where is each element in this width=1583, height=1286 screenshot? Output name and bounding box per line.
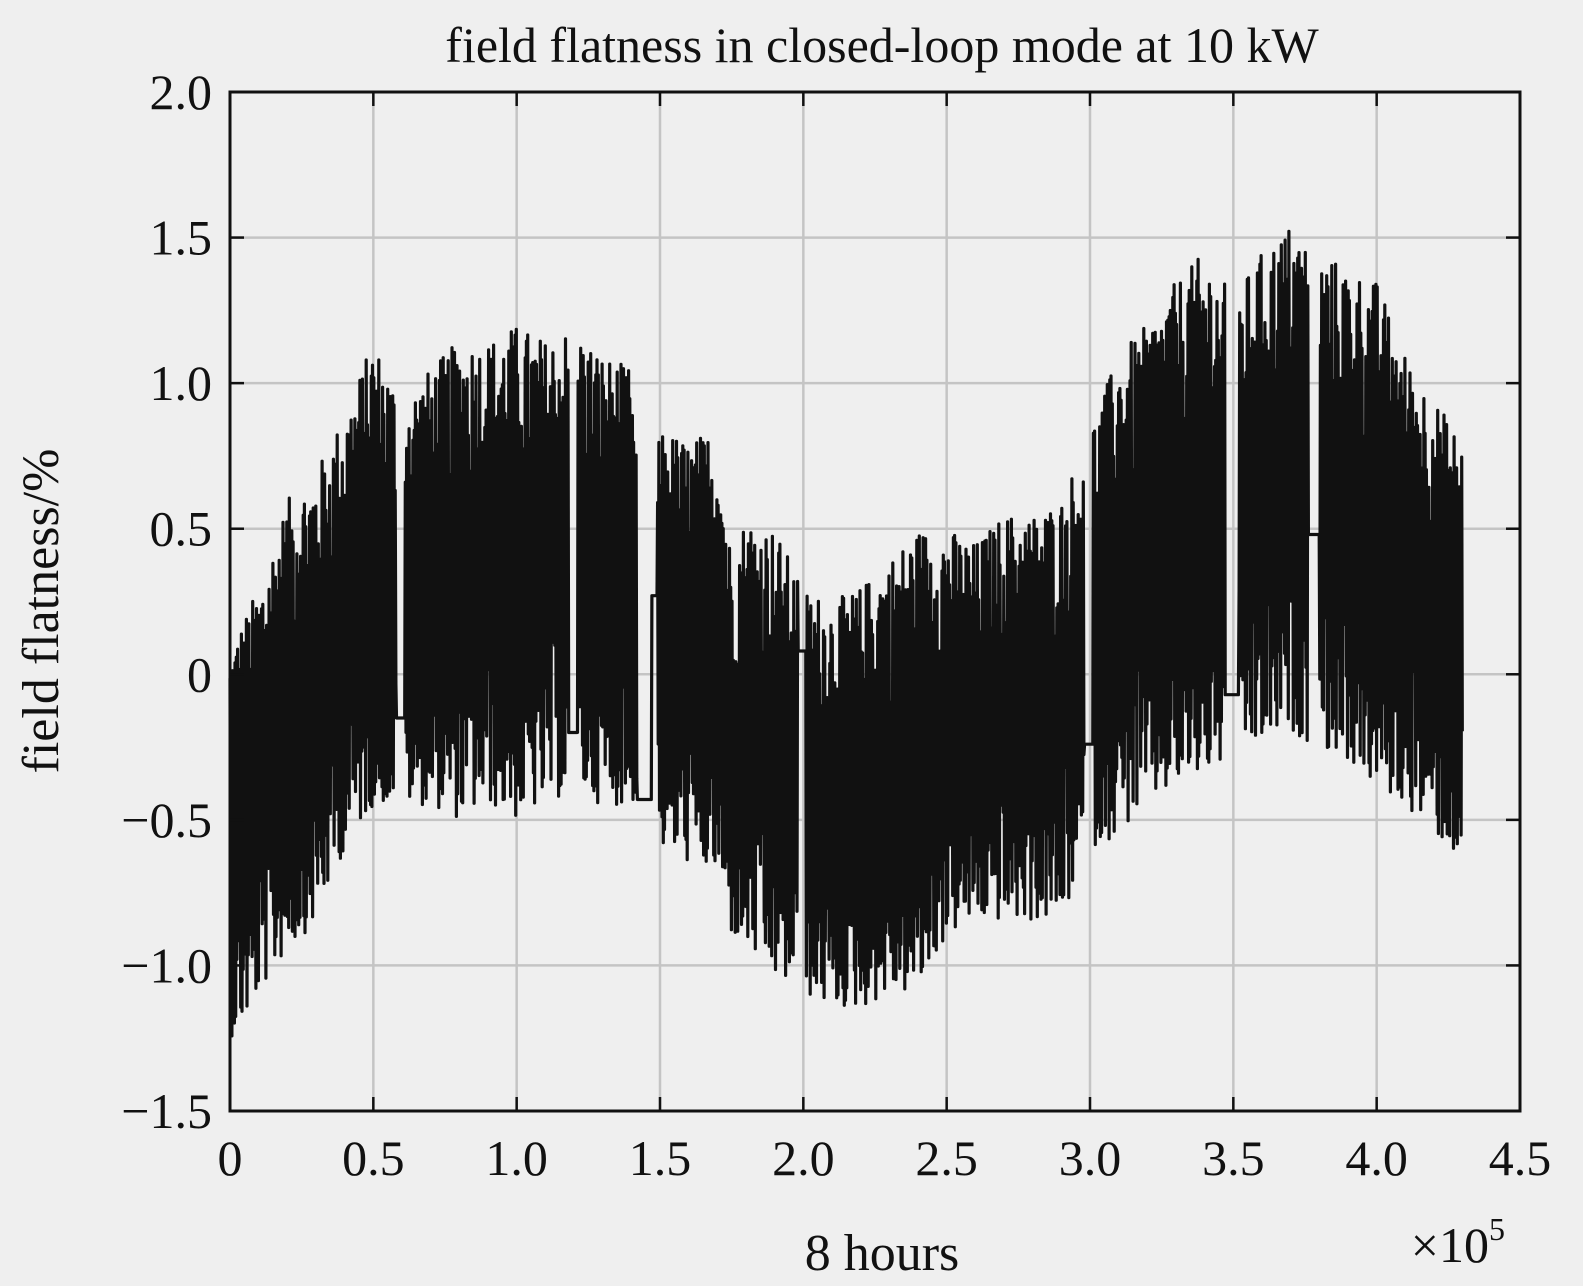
y-tick-label: −1.5	[121, 1083, 212, 1139]
axis-ticks	[228, 90, 1522, 1113]
plot-area-frame	[228, 90, 1522, 1113]
y-tick-label: 2.0	[150, 64, 213, 120]
y-tick-label: 0	[187, 646, 212, 702]
data-series	[228, 229, 1464, 1038]
x-axis-exponent-power: 5	[1489, 1211, 1505, 1247]
x-tick-label: 1.5	[629, 1130, 692, 1186]
y-tick-label: 0.5	[150, 501, 213, 557]
y-tick-label: 1.5	[150, 210, 213, 266]
x-tick-label: 1.0	[485, 1130, 548, 1186]
y-tick-label: 1.0	[150, 355, 213, 411]
y-axis-title: field flatness/%	[13, 449, 70, 774]
x-axis-exponent: ×105	[1411, 1211, 1505, 1273]
series-line	[228, 229, 1464, 1038]
x-tick-label: 4.5	[1489, 1130, 1552, 1186]
x-tick-label: 4.0	[1345, 1130, 1408, 1186]
x-tick-label: 2.0	[772, 1130, 835, 1186]
x-axis-exponent-base: ×10	[1411, 1217, 1489, 1273]
y-tick-label: −0.5	[121, 792, 212, 848]
x-tick-label: 2.5	[915, 1130, 978, 1186]
tick-labels: 0 0.5 1.0 1.5 2.0 2.5 3.0 3.5 4.0 4.5 −1.5 −1.0 −0.5…	[121, 64, 1551, 1186]
x-tick-label: 3.5	[1202, 1130, 1265, 1186]
x-tick-label: 0.5	[342, 1130, 405, 1186]
chart-title: field flatness in closed-loop mode at 10…	[445, 17, 1319, 73]
x-axis-title: 8 hours	[805, 1225, 960, 1282]
x-tick-label: 3.0	[1059, 1130, 1122, 1186]
y-tick-label: −1.0	[121, 937, 212, 993]
x-tick-label: 0	[218, 1130, 243, 1186]
